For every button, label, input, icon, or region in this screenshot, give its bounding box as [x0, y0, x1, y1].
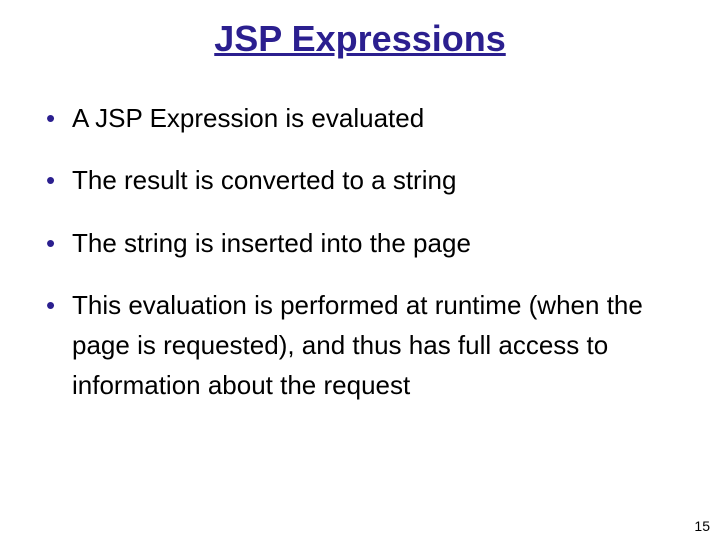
- list-item: The result is converted to a string: [44, 160, 676, 200]
- bullet-text: This evaluation is performed at runtime …: [72, 290, 643, 401]
- bullet-list: A JSP Expression is evaluated The result…: [44, 98, 676, 406]
- list-item: This evaluation is performed at runtime …: [44, 285, 676, 406]
- list-item: A JSP Expression is evaluated: [44, 98, 676, 138]
- page-number: 15: [694, 518, 710, 534]
- slide: JSP Expressions A JSP Expression is eval…: [0, 0, 720, 540]
- slide-title: JSP Expressions: [44, 18, 676, 60]
- list-item: The string is inserted into the page: [44, 223, 676, 263]
- bullet-text: A JSP Expression is evaluated: [72, 103, 424, 133]
- bullet-text: The string is inserted into the page: [72, 228, 471, 258]
- bullet-text: The result is converted to a string: [72, 165, 456, 195]
